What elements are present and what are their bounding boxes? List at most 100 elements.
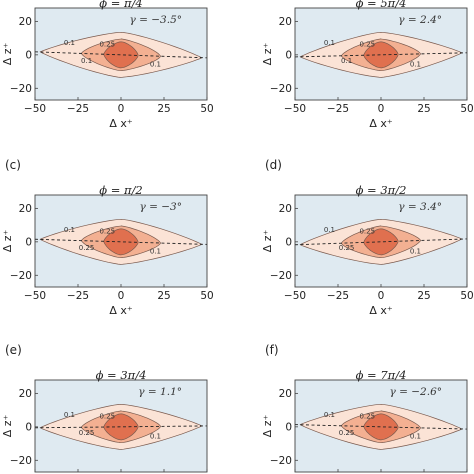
panel-letter: (e) — [5, 343, 22, 357]
contour-label: 0.1 — [64, 39, 75, 47]
y-tick-label: 20 — [19, 16, 32, 28]
contour-group — [295, 403, 467, 450]
contour-label: 0.1 — [324, 226, 335, 234]
y-tick-label: −20 — [270, 455, 292, 467]
y-tick-label: 0 — [25, 421, 32, 433]
y-axis-label: Δ z⁺ — [1, 43, 14, 66]
contour-label: 0.1 — [64, 411, 75, 419]
contour-label: 0.25 — [359, 227, 375, 235]
x-axis-label: Δ x⁺ — [369, 117, 393, 130]
x-tick-label: 25 — [157, 103, 170, 115]
panel-letter: (f) — [265, 343, 279, 357]
fit-line — [295, 238, 467, 246]
panel-title: ϕ = π/4 — [99, 0, 143, 10]
contour-label: 0.1 — [81, 57, 92, 65]
panel-letter: (c) — [5, 158, 21, 172]
contour-label: 0.1 — [150, 61, 161, 69]
contour-label: 0.1 — [150, 433, 161, 441]
x-tick-label: 25 — [417, 103, 430, 115]
panel-title: ϕ = 3π/2 — [356, 183, 407, 197]
x-tick-label: 0 — [378, 103, 385, 115]
contour-group — [295, 31, 467, 78]
x-tick-label: 25 — [157, 290, 170, 302]
panel-title: ϕ = π/2 — [99, 183, 143, 197]
x-tick-label: −25 — [67, 103, 89, 115]
contour-group — [35, 218, 207, 265]
x-tick-label: 50 — [200, 290, 213, 302]
contour-label: 0.1 — [410, 248, 421, 256]
gamma-annotation: γ = −3° — [140, 201, 182, 213]
y-tick-label: −20 — [270, 270, 292, 282]
contour-group — [295, 218, 467, 265]
x-tick-label: 0 — [118, 103, 125, 115]
fit-line — [35, 425, 207, 429]
y-axis-label: Δ z⁺ — [1, 230, 14, 253]
x-axis-label: Δ x⁺ — [109, 304, 133, 317]
x-tick-label: −25 — [327, 103, 349, 115]
contour-label: 0.1 — [410, 61, 421, 69]
y-tick-label: 20 — [19, 203, 32, 215]
y-tick-label: 20 — [19, 388, 32, 400]
y-tick-label: 0 — [25, 236, 32, 248]
contour-label: 0.1 — [341, 57, 352, 65]
contour-label: 0.1 — [324, 39, 335, 47]
x-tick-label: −50 — [284, 103, 306, 115]
x-tick-label: 50 — [460, 103, 473, 115]
y-axis-label: Δ z⁺ — [261, 230, 274, 253]
y-axis-label: Δ z⁺ — [1, 415, 14, 438]
x-tick-label: −50 — [24, 103, 46, 115]
panel-title: ϕ = 3π/4 — [96, 368, 147, 382]
y-tick-label: 0 — [25, 49, 32, 61]
x-tick-label: 25 — [417, 290, 430, 302]
contour-label: 0.25 — [339, 429, 355, 437]
panel-title: ϕ = 5π/4 — [356, 0, 407, 10]
fit-line — [295, 424, 467, 430]
x-tick-label: 0 — [118, 290, 125, 302]
gamma-annotation: γ = 2.4° — [398, 14, 442, 26]
x-tick-label: −50 — [284, 290, 306, 302]
y-axis-label: Δ z⁺ — [261, 415, 274, 438]
gamma-annotation: γ = 1.1° — [138, 386, 182, 398]
x-tick-label: −25 — [67, 290, 89, 302]
panel-2: 0.1 0.25 0.1 0.1 −50 −25 0 25 50 −20 0 20 ϕ = 5π/4 γ … — [261, 0, 474, 130]
x-tick-label: 50 — [460, 290, 473, 302]
panel-4: 0.1 0.25 0.25 0.1 −50 −25 0 25 50 −20 0 20 ϕ = 3π/2 γ… — [261, 158, 474, 317]
x-axis-label: Δ x⁺ — [109, 117, 133, 130]
y-tick-label: −20 — [270, 83, 292, 95]
fit-line — [295, 52, 467, 58]
panel-3: 0.1 0.25 0.25 0.1 −50 −25 0 25 50 −20 0 20 ϕ = π/2 γ … — [1, 158, 214, 317]
panel-1: 0.1 0.25 0.1 0.1 −50 −25 0 25 50 −20 0 20 ϕ = π/4 γ =… — [1, 0, 214, 130]
contour-label: 0.1 — [64, 226, 75, 234]
fit-line — [35, 51, 207, 59]
y-tick-label: 20 — [279, 388, 292, 400]
panel-title: ϕ = 7π/4 — [356, 368, 407, 382]
x-tick-label: −25 — [327, 290, 349, 302]
gamma-annotation: γ = −2.6° — [390, 386, 443, 398]
x-axis-label: Δ x⁺ — [369, 304, 393, 317]
x-tick-label: −50 — [24, 290, 46, 302]
contour-group — [35, 403, 207, 450]
contour-label: 0.25 — [359, 412, 375, 420]
contour-label: 0.1 — [324, 411, 335, 419]
contour-label: 0.1 — [410, 433, 421, 441]
contour-label: 0.25 — [99, 40, 115, 48]
y-tick-label: 20 — [279, 203, 292, 215]
y-tick-label: 20 — [279, 16, 292, 28]
contour-label: 0.25 — [79, 429, 95, 437]
y-tick-label: −20 — [10, 270, 32, 282]
y-tick-label: 0 — [285, 236, 292, 248]
y-tick-label: −20 — [10, 455, 32, 467]
gamma-annotation: γ = −3.5° — [130, 14, 183, 26]
y-tick-label: 0 — [285, 421, 292, 433]
contour-label: 0.25 — [339, 244, 355, 252]
contour-label: 0.25 — [359, 40, 375, 48]
x-tick-label: 50 — [200, 103, 213, 115]
fit-line — [35, 238, 207, 245]
contour-label: 0.1 — [150, 248, 161, 256]
gamma-annotation: γ = 3.4° — [398, 201, 442, 213]
contour-group — [35, 31, 207, 78]
x-tick-label: 0 — [378, 290, 385, 302]
